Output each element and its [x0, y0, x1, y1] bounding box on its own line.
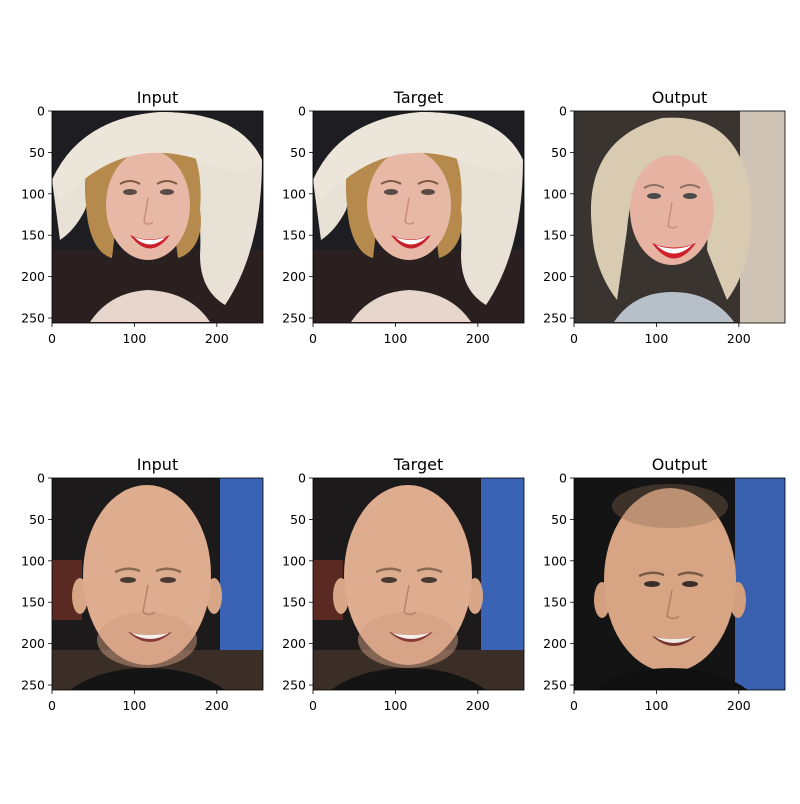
panel-row2-target [312, 477, 525, 691]
y-tick-label: 0 [559, 104, 567, 119]
y-tick-label: 100 [282, 553, 306, 568]
y-tick-label: 50 [29, 145, 45, 160]
x-tick-label: 100 [644, 331, 668, 346]
man-photo-target [313, 478, 524, 690]
man-photo-output [574, 478, 785, 690]
panel-title: Input [137, 455, 178, 474]
panel-title: Target [393, 88, 444, 107]
y-tick-label: 250 [282, 678, 306, 693]
panel-row1-target [312, 110, 525, 324]
x-tick-label: 0 [48, 331, 56, 346]
y-tick-label: 50 [290, 145, 306, 160]
y-tick-label: 150 [543, 228, 567, 243]
x-tick-label: 100 [644, 698, 668, 713]
panel-row1-input [51, 110, 264, 324]
y-tick-label: 200 [543, 269, 567, 284]
y-tick-label: 50 [29, 512, 45, 527]
y-tick-label: 200 [282, 636, 306, 651]
x-tick-label: 0 [48, 698, 56, 713]
woman-photo-output [574, 111, 785, 323]
y-tick-label: 50 [551, 145, 567, 160]
y-tick-label: 100 [543, 186, 567, 201]
y-tick-label: 250 [21, 678, 45, 693]
x-tick-label: 200 [727, 331, 751, 346]
x-tick-label: 0 [570, 331, 578, 346]
x-tick-label: 0 [570, 698, 578, 713]
y-tick-label: 0 [559, 471, 567, 486]
y-tick-label: 200 [543, 636, 567, 651]
y-tick-label: 0 [37, 104, 45, 119]
y-tick-label: 150 [282, 595, 306, 610]
y-tick-label: 150 [282, 228, 306, 243]
panel-row1-output [573, 110, 786, 324]
man-photo-input [52, 478, 263, 690]
panel-title: Output [652, 455, 708, 474]
x-tick-label: 200 [727, 698, 751, 713]
y-tick-label: 200 [21, 269, 45, 284]
panel-title: Input [137, 88, 178, 107]
x-tick-label: 100 [122, 331, 146, 346]
y-tick-label: 150 [21, 228, 45, 243]
panel-title: Target [393, 455, 444, 474]
y-tick-label: 250 [282, 311, 306, 326]
x-tick-label: 100 [383, 698, 407, 713]
y-tick-label: 200 [21, 636, 45, 651]
x-tick-label: 100 [122, 698, 146, 713]
x-tick-label: 200 [466, 698, 490, 713]
y-tick-label: 0 [298, 104, 306, 119]
y-tick-label: 100 [282, 186, 306, 201]
y-tick-label: 100 [543, 553, 567, 568]
y-tick-label: 200 [282, 269, 306, 284]
y-tick-label: 50 [551, 512, 567, 527]
y-tick-label: 100 [21, 553, 45, 568]
x-tick-label: 200 [205, 698, 229, 713]
panel-title: Output [652, 88, 708, 107]
x-tick-label: 200 [205, 331, 229, 346]
panel-row2-output [573, 477, 786, 691]
y-tick-label: 250 [543, 678, 567, 693]
y-tick-label: 0 [37, 471, 45, 486]
y-tick-label: 150 [21, 595, 45, 610]
y-tick-label: 150 [543, 595, 567, 610]
x-tick-label: 200 [466, 331, 490, 346]
x-tick-label: 0 [309, 331, 317, 346]
y-tick-label: 250 [21, 311, 45, 326]
woman-photo-target [313, 111, 524, 323]
y-tick-label: 0 [298, 471, 306, 486]
woman-photo-input [52, 111, 263, 323]
y-tick-label: 100 [21, 186, 45, 201]
y-tick-label: 250 [543, 311, 567, 326]
panel-row2-input [51, 477, 264, 691]
x-tick-label: 0 [309, 698, 317, 713]
y-tick-label: 50 [290, 512, 306, 527]
x-tick-label: 100 [383, 331, 407, 346]
